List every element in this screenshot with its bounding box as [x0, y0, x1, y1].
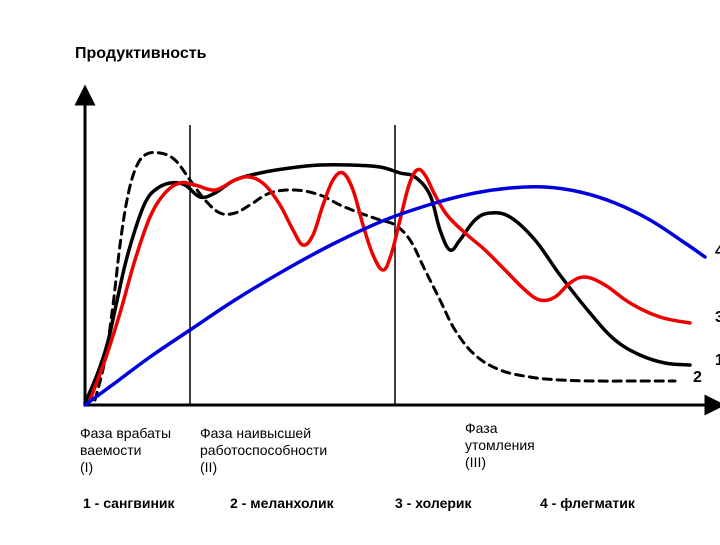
line-label-4: 4: [715, 243, 720, 261]
legend-4: 4 - флегматик: [540, 495, 635, 511]
phase-2-label: Фаза наивысшей работоспособности (II): [200, 425, 327, 475]
productivity-chart: Продуктивность Фаза врабаты ваемости (I)…: [35, 45, 685, 495]
line-label-1: 1: [715, 352, 720, 370]
legend-3: 3 - холерик: [395, 495, 472, 511]
legend-1: 1 - сангвиник: [83, 495, 175, 511]
legend-2: 2 - меланхолик: [230, 495, 334, 511]
phase-3-label: Фаза утомления (III): [465, 420, 535, 470]
phase-1-label: Фаза врабаты ваемости (I): [80, 425, 171, 475]
line-label-3: 3: [715, 309, 720, 327]
line-label-2: 2: [693, 369, 702, 387]
